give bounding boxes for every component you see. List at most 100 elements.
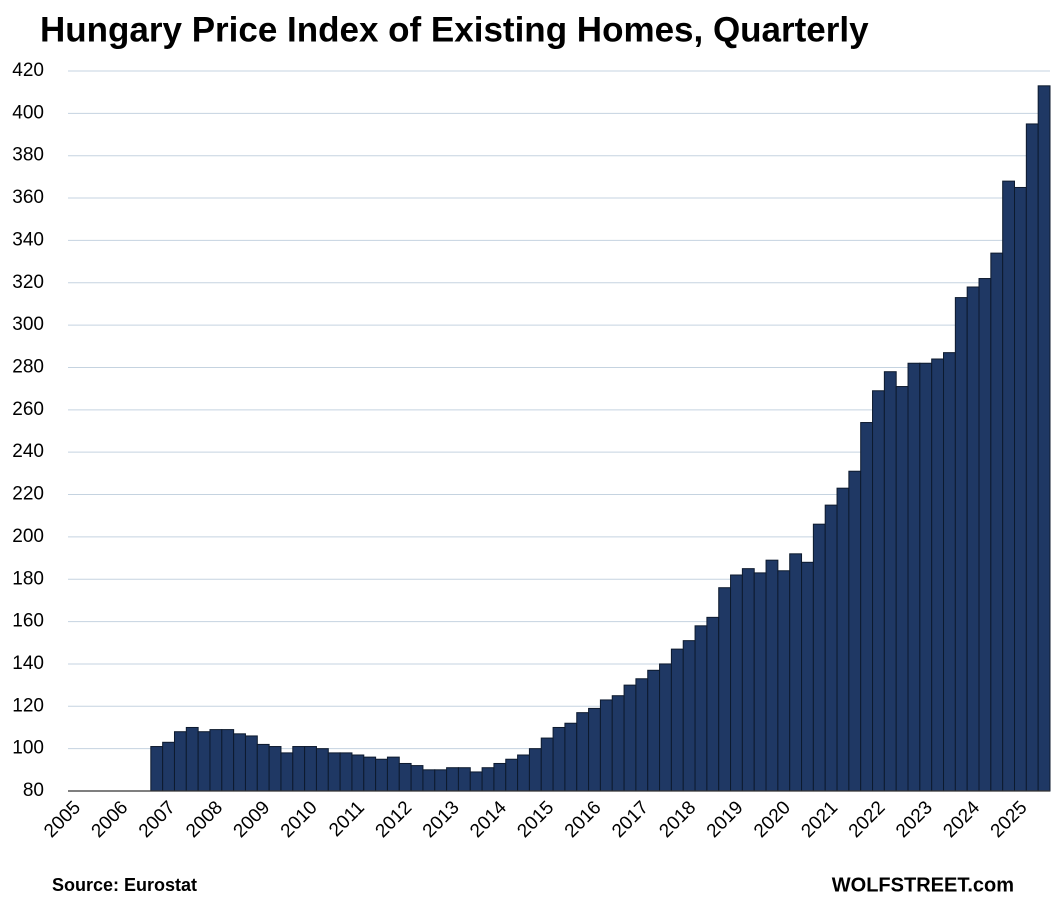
- bar: [457, 767, 471, 792]
- x-tick-label: 2012: [372, 797, 417, 842]
- bar: [280, 752, 294, 792]
- y-tick-label: 340: [12, 229, 44, 250]
- y-tick-label: 240: [12, 441, 44, 462]
- bar: [588, 707, 601, 792]
- x-tick-label: 2020: [750, 797, 795, 842]
- bar: [315, 748, 329, 792]
- x-tick-label: 2013: [419, 797, 464, 842]
- bar: [576, 712, 590, 792]
- bar: [706, 616, 720, 792]
- source: Source: Eurostat: [52, 875, 197, 895]
- bar: [647, 669, 661, 792]
- y-tick-label: 280: [12, 356, 44, 377]
- bar: [895, 386, 909, 792]
- bar: [954, 297, 968, 792]
- bar: [943, 352, 956, 792]
- chart-title: Hungary Price Index of Existing Homes, Q…: [40, 10, 869, 49]
- bar: [292, 746, 306, 792]
- x-tick-label: 2006: [88, 797, 133, 842]
- bar: [801, 561, 814, 792]
- bar: [765, 559, 779, 792]
- bar: [162, 741, 175, 792]
- bar: [730, 574, 743, 792]
- bar: [718, 587, 732, 792]
- y-tick-label: 180: [12, 568, 44, 589]
- bar: [375, 758, 388, 792]
- bar: [860, 422, 874, 792]
- bar: [978, 278, 992, 792]
- x-tick-label: 2022: [845, 797, 890, 842]
- bar: [848, 470, 862, 792]
- y-tick-label: 200: [12, 526, 44, 547]
- bar: [1002, 180, 1016, 792]
- bar: [635, 678, 649, 792]
- bar: [919, 362, 933, 792]
- bar: [410, 765, 424, 792]
- bar: [233, 733, 246, 792]
- y-tick-label: 300: [12, 314, 44, 335]
- x-tick-label: 2008: [182, 797, 227, 842]
- y-tick-label: 80: [23, 780, 44, 801]
- x-tick-label: 2024: [939, 797, 984, 842]
- x-tick-label: 2018: [655, 797, 700, 842]
- credit: WOLFSTREET.com: [832, 874, 1014, 896]
- bar: [517, 754, 530, 792]
- bar: [446, 767, 459, 792]
- bar: [552, 726, 566, 792]
- bar: [883, 371, 897, 792]
- bar: [505, 758, 519, 792]
- y-tick-label: 120: [12, 695, 44, 716]
- x-tick-label: 2023: [892, 797, 937, 842]
- bar: [777, 570, 791, 792]
- bar: [339, 752, 353, 792]
- x-tick-label: 2014: [466, 797, 511, 842]
- bar: [244, 735, 258, 792]
- bar: [753, 572, 767, 792]
- bar: [185, 726, 199, 792]
- bar: [173, 731, 187, 792]
- bar: [540, 737, 554, 792]
- bar: [221, 729, 235, 792]
- y-tick-label: 380: [12, 145, 44, 166]
- y-tick-label: 160: [12, 611, 44, 632]
- bar: [304, 746, 317, 792]
- bar: [493, 762, 507, 792]
- x-tick-label: 2019: [703, 797, 748, 842]
- bar: [564, 722, 578, 792]
- x-tick-label: 2021: [797, 797, 842, 842]
- y-tick-label: 140: [12, 653, 44, 674]
- bar: [209, 729, 223, 792]
- bar: [434, 769, 448, 792]
- x-tick-label: 2017: [608, 797, 653, 842]
- y-tick-label: 320: [12, 272, 44, 293]
- x-tick-label: 2007: [135, 797, 180, 842]
- bar: [659, 663, 672, 792]
- bar: [741, 568, 755, 792]
- x-tick-label: 2016: [561, 797, 606, 842]
- bar: [623, 684, 637, 792]
- bar: [1037, 85, 1051, 792]
- y-tick-label: 220: [12, 484, 44, 505]
- y-tick-label: 260: [12, 399, 44, 420]
- bar: [824, 504, 838, 792]
- bar: [812, 523, 826, 792]
- bar: [1025, 123, 1039, 792]
- bar: [363, 756, 377, 792]
- x-tick-label: 2025: [987, 797, 1032, 842]
- bar: [611, 695, 625, 792]
- bar: [599, 699, 613, 792]
- bar: [872, 390, 885, 792]
- bar: [931, 358, 945, 792]
- bar: [268, 746, 282, 792]
- bar: [682, 640, 696, 792]
- bar: [907, 362, 921, 792]
- bar: [528, 748, 542, 792]
- bar: [469, 771, 483, 792]
- x-tick-label: 2011: [325, 797, 369, 841]
- x-tick-label: 2015: [514, 797, 559, 842]
- bar: [836, 487, 850, 792]
- x-tick-label: 2005: [40, 797, 85, 842]
- bar: [670, 648, 684, 792]
- bar: [386, 756, 400, 792]
